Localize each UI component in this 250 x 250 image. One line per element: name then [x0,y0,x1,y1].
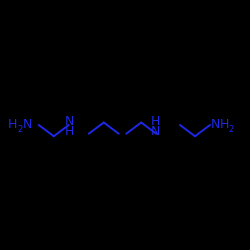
Text: 2: 2 [228,126,234,134]
Text: 2: 2 [17,126,22,134]
Text: N: N [211,118,220,131]
Text: N: N [151,125,160,138]
Text: H: H [8,118,17,131]
Text: N: N [23,118,32,131]
Text: H: H [151,115,160,128]
Text: N: N [65,115,74,128]
Text: H: H [65,125,74,138]
Text: H: H [220,118,229,131]
